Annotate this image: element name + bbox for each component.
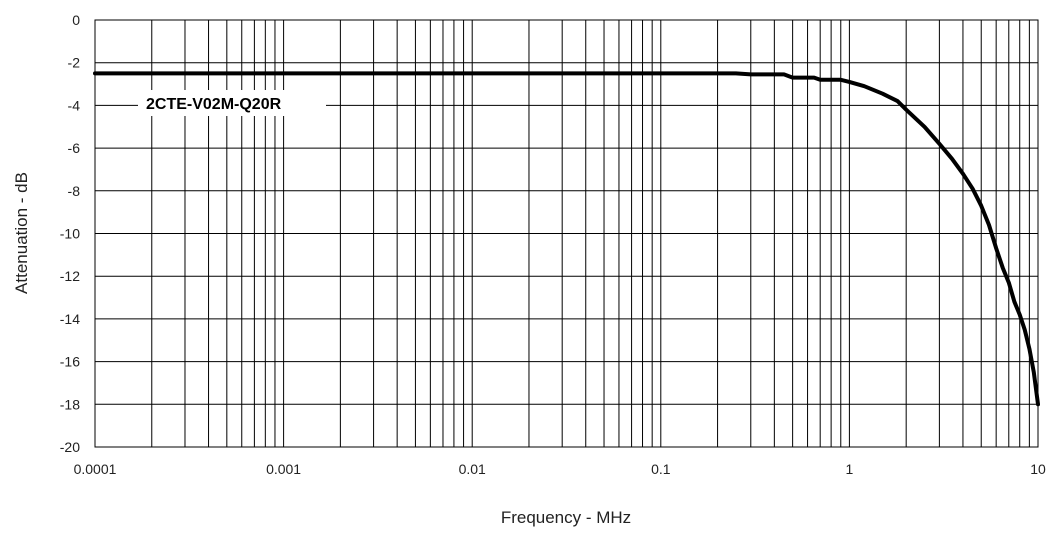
y-tick-label: -2 bbox=[68, 55, 81, 71]
y-tick-label: -18 bbox=[60, 396, 80, 412]
y-tick-labels: 0 -2 -4 -6 -8 -10 -12 -14 -16 -18 -20 bbox=[60, 12, 80, 455]
y-tick-label: -8 bbox=[68, 183, 81, 199]
attenuation-series-line bbox=[93, 71, 1040, 407]
grid-lines bbox=[94, 19, 1038, 448]
x-tick-label: 10 bbox=[1030, 461, 1046, 477]
y-tick-label: -16 bbox=[60, 354, 80, 370]
y-tick-label: -4 bbox=[68, 97, 81, 113]
x-tick-labels: 0.0001 0.001 0.01 0.1 1 10 bbox=[74, 461, 1046, 477]
y-axis-title: Attenuation - dB bbox=[12, 172, 31, 294]
x-tick-label: 0.001 bbox=[266, 461, 301, 477]
x-axis-title: Frequency - MHz bbox=[501, 508, 631, 527]
y-tick-label: -14 bbox=[60, 311, 80, 327]
y-tick-label: 0 bbox=[72, 12, 80, 28]
series-label: 2CTE-V02M-Q20R bbox=[146, 96, 282, 113]
series-label-background bbox=[138, 90, 326, 116]
y-tick-label: -6 bbox=[68, 140, 81, 156]
x-tick-label: 0.01 bbox=[459, 461, 486, 477]
x-tick-label: 1 bbox=[846, 461, 854, 477]
y-tick-label: -12 bbox=[60, 268, 80, 284]
y-tick-label: -20 bbox=[60, 439, 80, 455]
y-tick-label: -10 bbox=[60, 226, 80, 242]
x-tick-label: 0.0001 bbox=[74, 461, 117, 477]
x-tick-label: 0.1 bbox=[651, 461, 671, 477]
plot-frame bbox=[94, 19, 1039, 448]
